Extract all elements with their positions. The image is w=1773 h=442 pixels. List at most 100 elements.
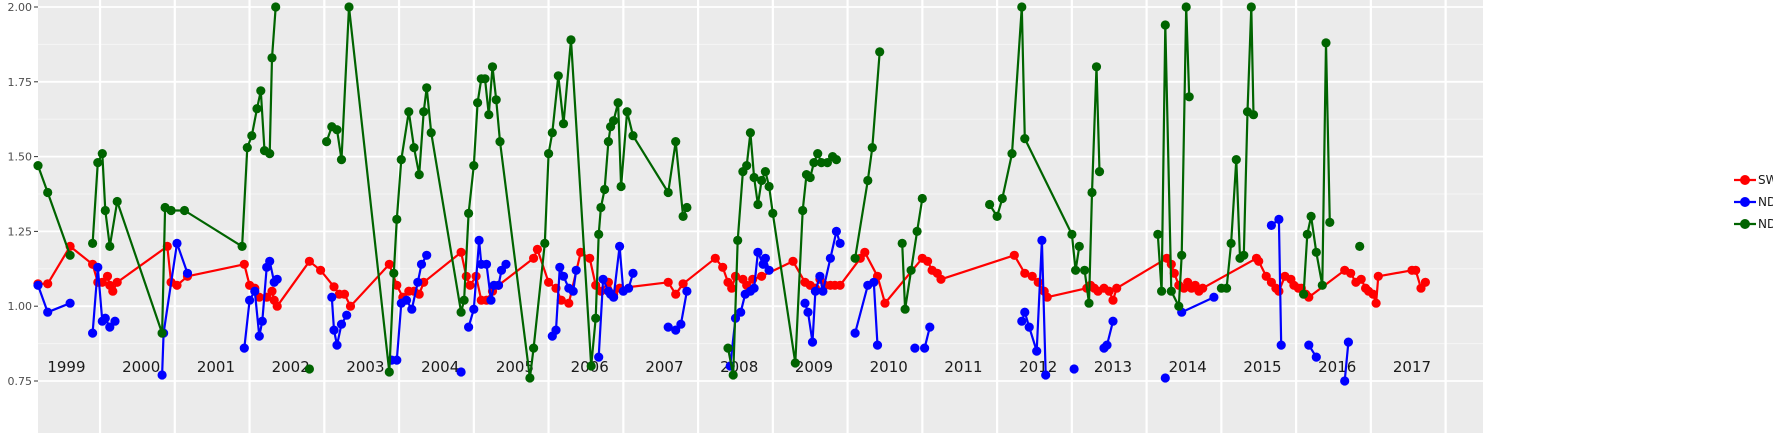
data-point-ndwi (745, 128, 756, 138)
data-point-ndwi (336, 155, 347, 165)
data-point-ndwi (809, 158, 819, 168)
y-tick-label: 1.00 (8, 300, 33, 313)
series-line-ndwi (1156, 5, 1191, 308)
data-point-ndvi (250, 286, 260, 296)
data-point-ndwi (43, 187, 53, 198)
data-point-ndwi (480, 74, 490, 84)
data-point-swir (267, 286, 277, 296)
data-point-ndvi (1266, 220, 1276, 230)
year-label: 1999 (47, 358, 85, 376)
data-point-ndvi (682, 286, 692, 296)
data-point-swir (1108, 295, 1118, 305)
data-point-ndwi (344, 2, 354, 12)
data-point-ndwi (1160, 20, 1170, 30)
data-point-ndwi (553, 71, 563, 81)
data-point-swir (414, 289, 424, 299)
data-point-ndvi (825, 253, 836, 263)
data-point-ndwi (1321, 38, 1331, 48)
data-point-ndwi (105, 241, 115, 251)
data-point-swir (529, 253, 539, 263)
data-point-swir (316, 265, 326, 275)
data-point-ndvi (753, 247, 763, 257)
data-point-ndwi (242, 143, 252, 153)
data-point-ndwi (723, 343, 733, 353)
data-point-ndwi (426, 128, 436, 138)
data-point-swir (1042, 292, 1052, 302)
data-point-ndvi (598, 274, 608, 284)
data-point-ndvi (1343, 337, 1353, 347)
data-point-ndvi (342, 310, 352, 320)
data-point-ndwi (422, 83, 432, 93)
data-point-swir (1254, 256, 1264, 266)
data-point-ndwi (1091, 62, 1102, 72)
data-point-swir (1020, 268, 1030, 278)
data-point-swir (1371, 298, 1381, 308)
data-point-ndwi (1181, 2, 1191, 12)
data-point-ndwi (992, 211, 1002, 221)
data-point-ndvi (329, 325, 339, 335)
data-point-swir (564, 298, 574, 308)
year-label: 2012 (1019, 358, 1057, 376)
data-point-ndwi (1071, 265, 1081, 275)
data-point-swir (727, 283, 737, 293)
data-point-ndwi (764, 181, 774, 192)
data-point-swir (1368, 289, 1378, 299)
data-point-swir (718, 262, 728, 272)
data-point-ndwi (613, 98, 623, 108)
data-point-ndwi (1166, 286, 1176, 296)
data-point-swir (860, 247, 870, 257)
data-point-ndwi (384, 367, 394, 377)
data-point-ndvi (594, 352, 604, 362)
data-point-ndwi (558, 119, 569, 129)
data-point-ndwi (419, 107, 429, 117)
data-point-ndvi (764, 265, 774, 275)
data-point-ndwi (753, 199, 763, 210)
data-point-swir (1261, 271, 1271, 281)
data-point-ndvi (850, 328, 860, 338)
data-point-ndwi (495, 137, 505, 147)
data-point-ndwi (917, 193, 927, 204)
data-point-swir (880, 298, 890, 308)
data-point-swir (102, 271, 113, 281)
data-point-ndwi (332, 125, 342, 135)
data-point-swir (1274, 286, 1284, 296)
data-point-ndvi (110, 316, 120, 326)
data-point-ndvi (254, 331, 264, 341)
data-point-ndwi (897, 238, 907, 248)
data-point-swir (43, 279, 53, 289)
data-point-ndwi (985, 199, 995, 210)
data-point-ndvi (1069, 364, 1079, 374)
y-tick-label: 1.75 (8, 76, 33, 89)
data-point-ndwi (1153, 229, 1163, 239)
data-point-ndvi (401, 295, 412, 305)
legend: SWIR NDVI NDWI (1734, 173, 1773, 231)
data-point-ndwi (396, 155, 406, 165)
data-point-ndwi (484, 110, 494, 120)
data-point-ndvi (1340, 376, 1350, 386)
data-point-ndwi (1094, 167, 1105, 177)
data-point-ndvi (1209, 292, 1219, 302)
data-point-ndwi (469, 161, 479, 171)
data-point-swir (788, 256, 798, 266)
series-ndvi (33, 214, 1353, 386)
data-point-ndvi (925, 322, 935, 332)
data-point-swir (329, 282, 339, 292)
data-point-ndwi (760, 167, 771, 177)
data-point-ndwi (256, 86, 266, 96)
data-point-ndvi (100, 313, 110, 323)
year-label: 2002 (272, 358, 310, 376)
data-point-ndwi (733, 235, 743, 245)
data-point-ndwi (1311, 247, 1321, 257)
data-point-ndvi (474, 235, 484, 245)
data-point-ndwi (728, 370, 738, 380)
data-point-ndwi (805, 172, 815, 183)
year-label: 2014 (1169, 358, 1207, 376)
data-point-swir (757, 271, 767, 281)
data-point-swir (465, 280, 475, 290)
data-point-ndvi (332, 340, 342, 350)
data-point-ndvi (1274, 214, 1284, 224)
data-point-swir (710, 253, 720, 263)
data-point-ndwi (1226, 238, 1236, 248)
data-point-swir (272, 301, 282, 311)
